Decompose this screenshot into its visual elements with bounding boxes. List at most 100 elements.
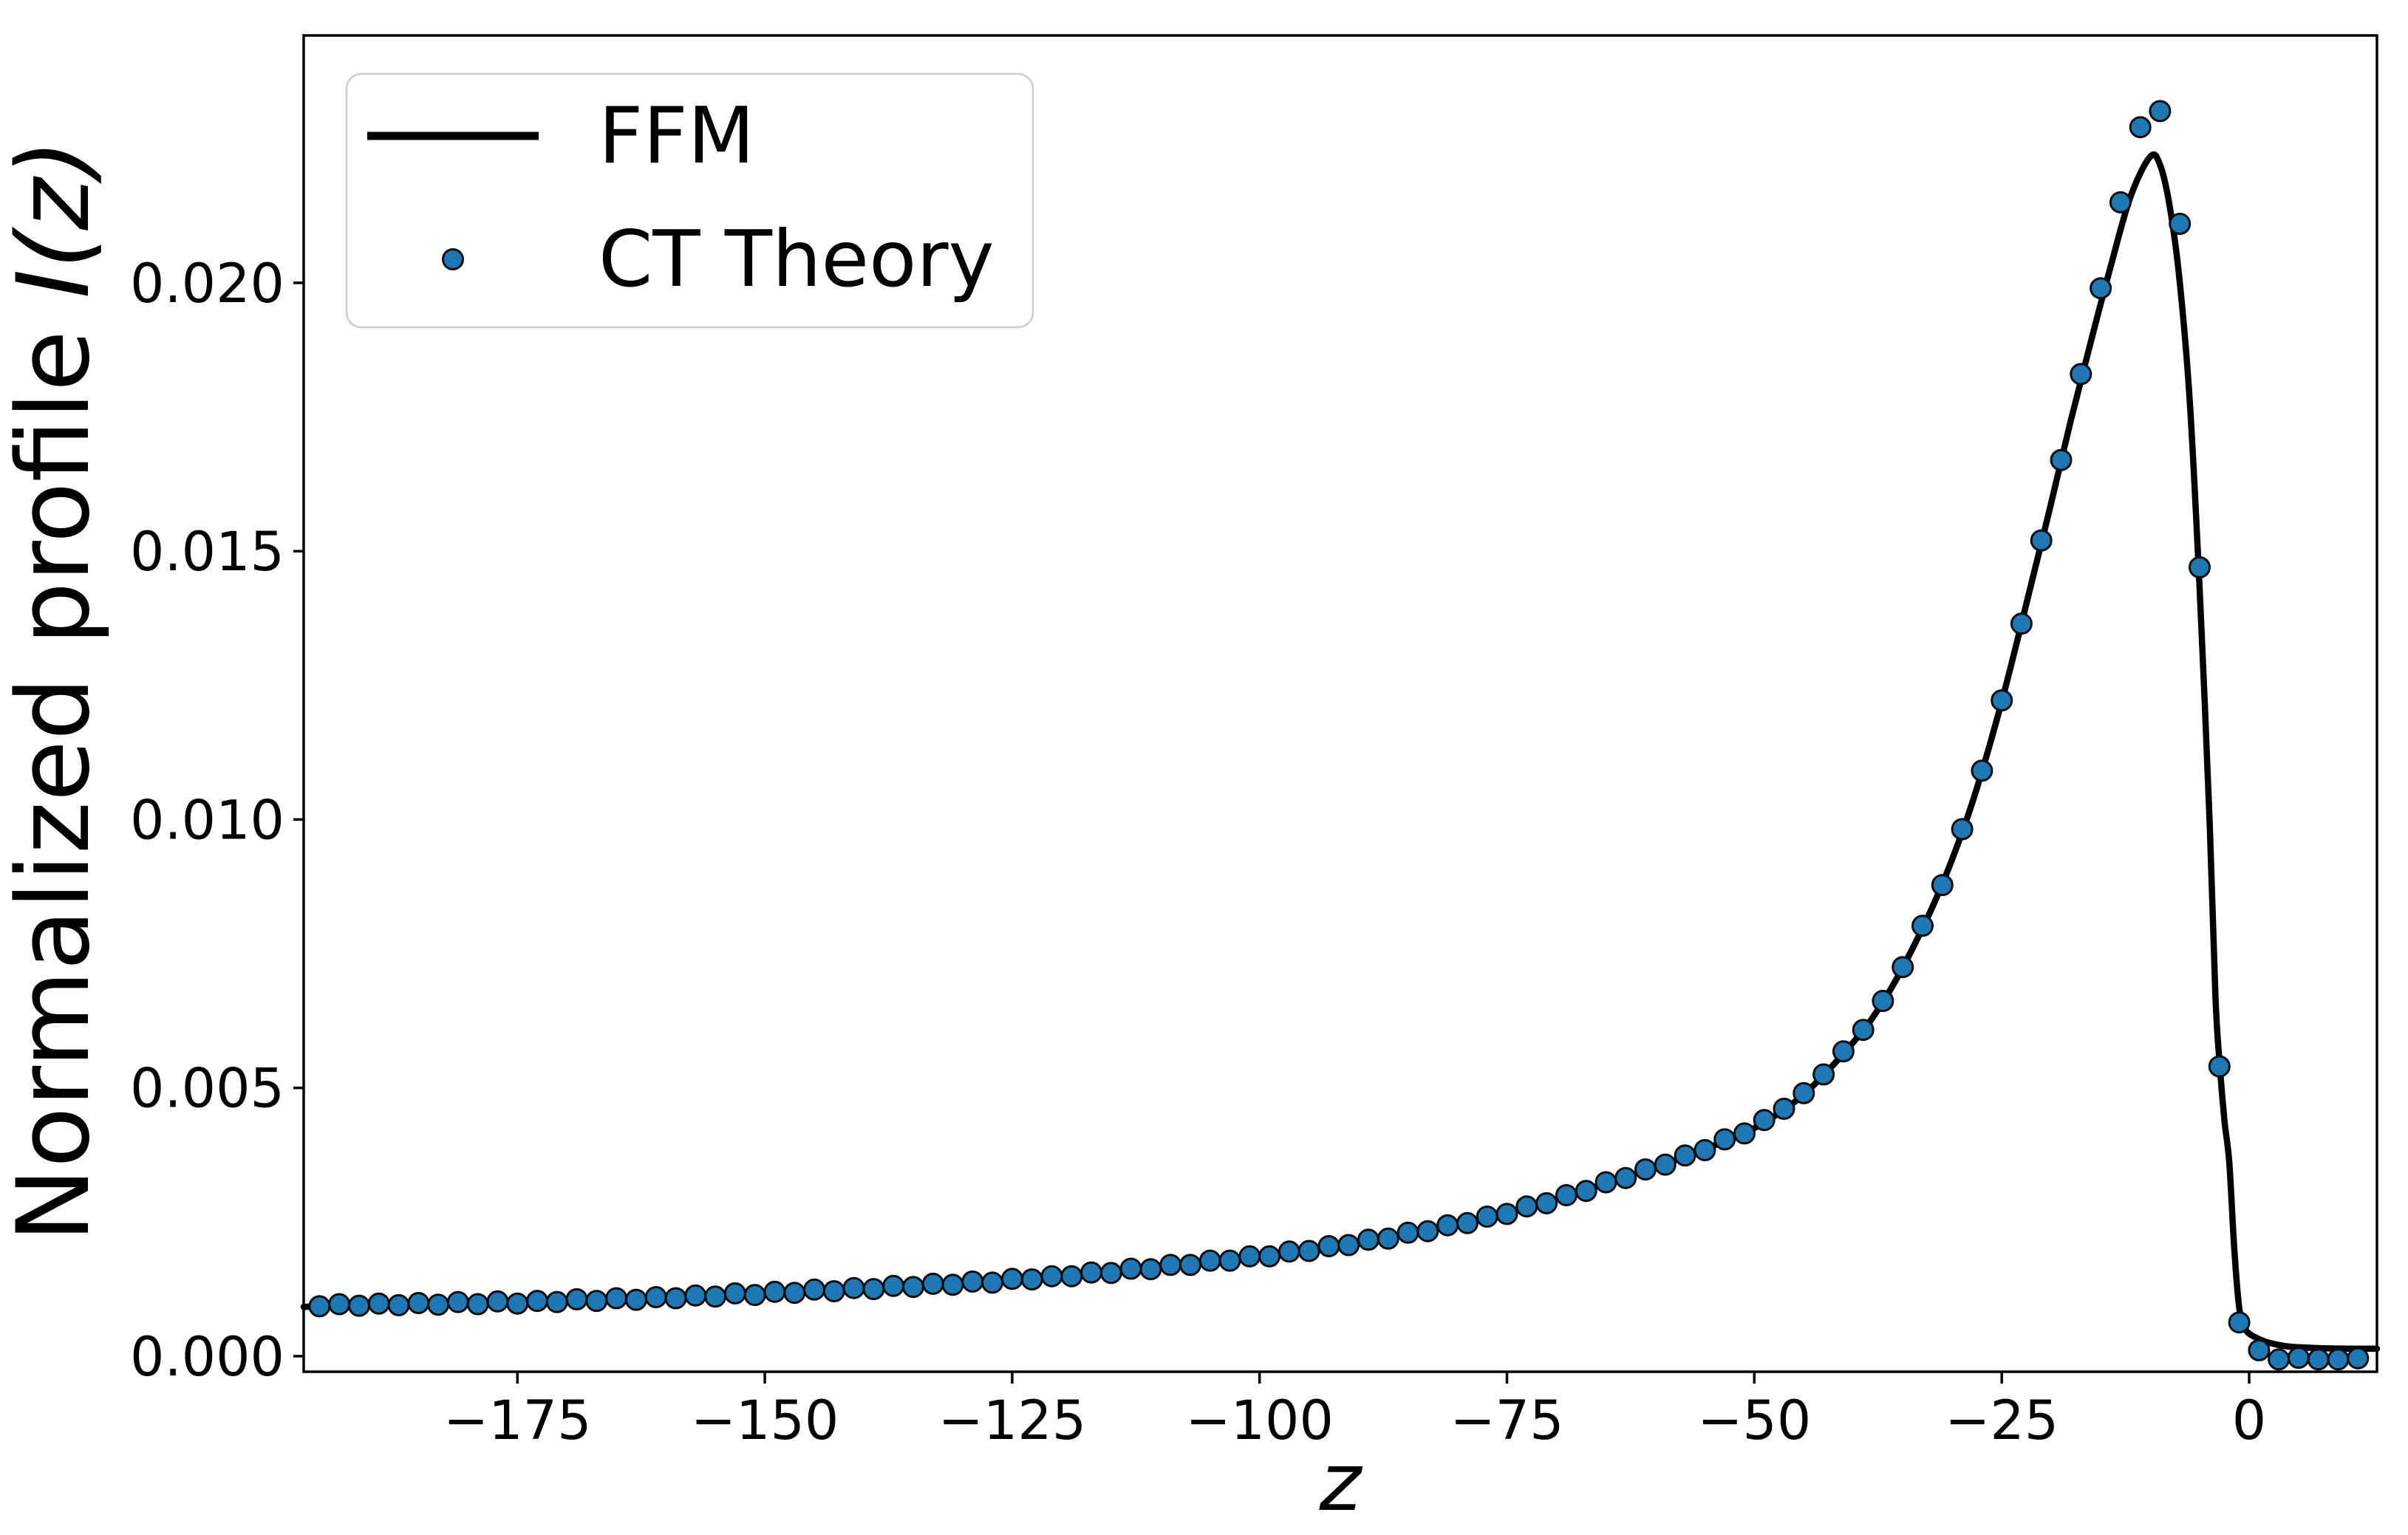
ct-theory-dot (1694, 1139, 1716, 1161)
ct-theory-dot (704, 1285, 727, 1308)
ct-theory-dot (446, 1290, 469, 1313)
ct-theory-dot (2030, 529, 2053, 552)
ct-theory-dot (1674, 1144, 1696, 1167)
x-tick-label: −50 (1697, 1389, 1811, 1452)
ct-theory-dot (2228, 1311, 2251, 1334)
ct-theory-dot (387, 1293, 410, 1316)
ct-theory-dot (348, 1294, 370, 1317)
ct-theory-dot (2109, 191, 2132, 213)
ct-theory-dot (1198, 1249, 1221, 1272)
ct-theory-dot (506, 1292, 529, 1315)
ct-theory-dot (1733, 1122, 1756, 1145)
ct-theory-dot (664, 1287, 687, 1310)
ct-theory-dot (1278, 1240, 1300, 1263)
ct-theory-dot (1218, 1249, 1241, 1272)
ct-theory-dot (2050, 448, 2073, 471)
ct-theory-dot (981, 1271, 1004, 1294)
ct-theory-dot (1575, 1180, 1597, 1203)
ct-theory-dot (1357, 1228, 1379, 1251)
ct-theory-dot (1297, 1240, 1320, 1262)
x-axis-label: z (1319, 1437, 1362, 1529)
ct-theory-dot (1911, 914, 1934, 937)
ffm-line (300, 151, 2381, 1353)
ct-theory-dot (367, 1292, 390, 1315)
ct-theory-dot (941, 1274, 964, 1296)
ct-theory-dot (684, 1284, 707, 1307)
y-tick-label: 0.000 (130, 1326, 284, 1389)
ct-theory-dot (2208, 1055, 2231, 1078)
ct-theory-dot (1931, 874, 1954, 897)
ct-theory-dot (308, 1295, 331, 1318)
ct-theory-dot (486, 1290, 509, 1313)
ct-theory-dot (2090, 277, 2112, 300)
ct-theory-dot (2129, 116, 2152, 139)
legend-label-ct-theory: CT Theory (598, 214, 995, 304)
ct-theory-dot (783, 1282, 806, 1305)
ct-theory-dot (1377, 1227, 1399, 1250)
ct-theory-dot (526, 1290, 549, 1313)
ct-theory-dot (961, 1270, 984, 1293)
x-tick-label: −125 (938, 1389, 1087, 1452)
ct-theory-dot (1515, 1195, 1538, 1218)
ct-theory-dot (2347, 1347, 2370, 1370)
ct-theory-dot (1812, 1063, 1835, 1086)
ct-theory-dot (1832, 1040, 1855, 1063)
ct-theory-dot (2327, 1348, 2350, 1371)
ct-theory-dot (1991, 689, 2013, 712)
ct-theory-dot (1020, 1268, 1043, 1290)
ct-theory-dot (1872, 990, 1894, 1012)
ct-theory-dot (723, 1282, 746, 1305)
ct-theory-dot (1416, 1220, 1439, 1242)
ct-theory-dot (2307, 1348, 2330, 1371)
ct-theory-dot (822, 1280, 845, 1302)
ct-theory-dot (565, 1288, 588, 1310)
y-axis-label-text: Normalized profile (0, 298, 112, 1242)
ct-theory-dot (2010, 612, 2033, 635)
ct-theory-dot (1753, 1109, 1776, 1132)
ct-theory-dot (1594, 1171, 1617, 1194)
x-tick-label: 0 (2232, 1389, 2266, 1452)
x-tick-label: −25 (1945, 1389, 2059, 1452)
y-tick-label: 0.015 (130, 521, 284, 584)
ct-theory-dot (644, 1286, 667, 1308)
ct-theory-dot (1535, 1192, 1558, 1214)
ct-theory-dot (1456, 1211, 1478, 1234)
ct-theory-dot (1793, 1081, 1815, 1104)
ct-theory-dot (1337, 1234, 1360, 1257)
ct-theory-dot (427, 1293, 450, 1316)
ct-theory-dot (902, 1276, 924, 1299)
ct-theory-dot (1258, 1245, 1281, 1268)
x-tick-label: −75 (1450, 1389, 1563, 1452)
x-tick-label: −100 (1185, 1389, 1334, 1452)
ct-theory-dot (1099, 1262, 1122, 1285)
ct-theory-dot (1139, 1258, 1162, 1281)
ct-theory-dot (1555, 1184, 1578, 1206)
y-axis-label: Normalized profile I(z) (0, 139, 112, 1242)
ct-theory-dot (1495, 1203, 1518, 1225)
ct-theory-dot (803, 1278, 826, 1301)
y-tick-label: 0.010 (130, 789, 284, 852)
y-tick-label: 0.005 (130, 1058, 284, 1121)
ct-theory-dot (1654, 1153, 1677, 1176)
ct-theory-dot (763, 1280, 786, 1303)
ct-theory-dot (2268, 1348, 2291, 1371)
ct-theory-dot (2189, 556, 2211, 578)
ct-theory-dot (1238, 1245, 1261, 1268)
ct-theory-dot (1000, 1268, 1023, 1290)
y-axis-label-symbol: I(z) (0, 139, 112, 299)
ct-theory-dot (1080, 1261, 1102, 1284)
ct-theory-dot (1119, 1257, 1142, 1280)
ct-theory-dot (1634, 1158, 1657, 1181)
ct-theory-dot (1971, 759, 1993, 782)
ct-theory-dot (862, 1278, 885, 1301)
ct-theory-dot (2248, 1339, 2271, 1361)
ct-theory-dot (1179, 1254, 1201, 1276)
ct-theory-dot (605, 1287, 628, 1310)
legend-label-ffm: FFM (598, 91, 755, 181)
ct-theory-dot (1396, 1221, 1419, 1244)
ct-theory-dot (1436, 1214, 1459, 1237)
ct-theory-dot (585, 1290, 608, 1313)
ct-theory-dot (842, 1276, 865, 1299)
